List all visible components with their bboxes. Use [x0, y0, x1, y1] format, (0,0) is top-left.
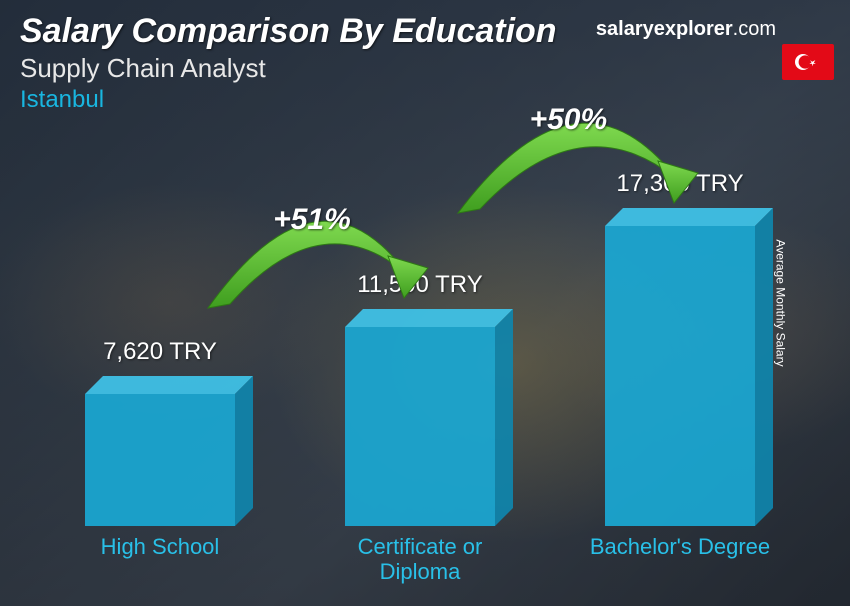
increase-percentage-label: +50%: [530, 103, 608, 137]
bar-chart: 7,620 TRYHigh School11,500 TRYCertificat…: [40, 146, 810, 586]
chart-subtitle-role: Supply Chain Analyst: [20, 53, 830, 84]
brand-label: salaryexplorer.com: [596, 18, 776, 41]
bar-category-label: Bachelor's Degree: [580, 534, 780, 586]
brand-name: salaryexplorer: [596, 18, 733, 40]
bar-category-label: Certificate or Diploma: [320, 534, 520, 586]
country-flag-turkey: [782, 44, 834, 80]
increase-percentage-label: +51%: [273, 203, 351, 237]
bar-value-label: 7,620 TRY: [60, 338, 260, 366]
bar-3d: [605, 226, 755, 526]
increase-arc: +50%: [440, 86, 720, 231]
brand-tld: .com: [733, 18, 776, 40]
bar-3d: [345, 327, 495, 526]
bar-3d: [85, 394, 235, 526]
increase-arc: +51%: [190, 186, 450, 326]
flag-symbol-icon: [788, 48, 828, 76]
bar-category-label: High School: [60, 534, 260, 586]
